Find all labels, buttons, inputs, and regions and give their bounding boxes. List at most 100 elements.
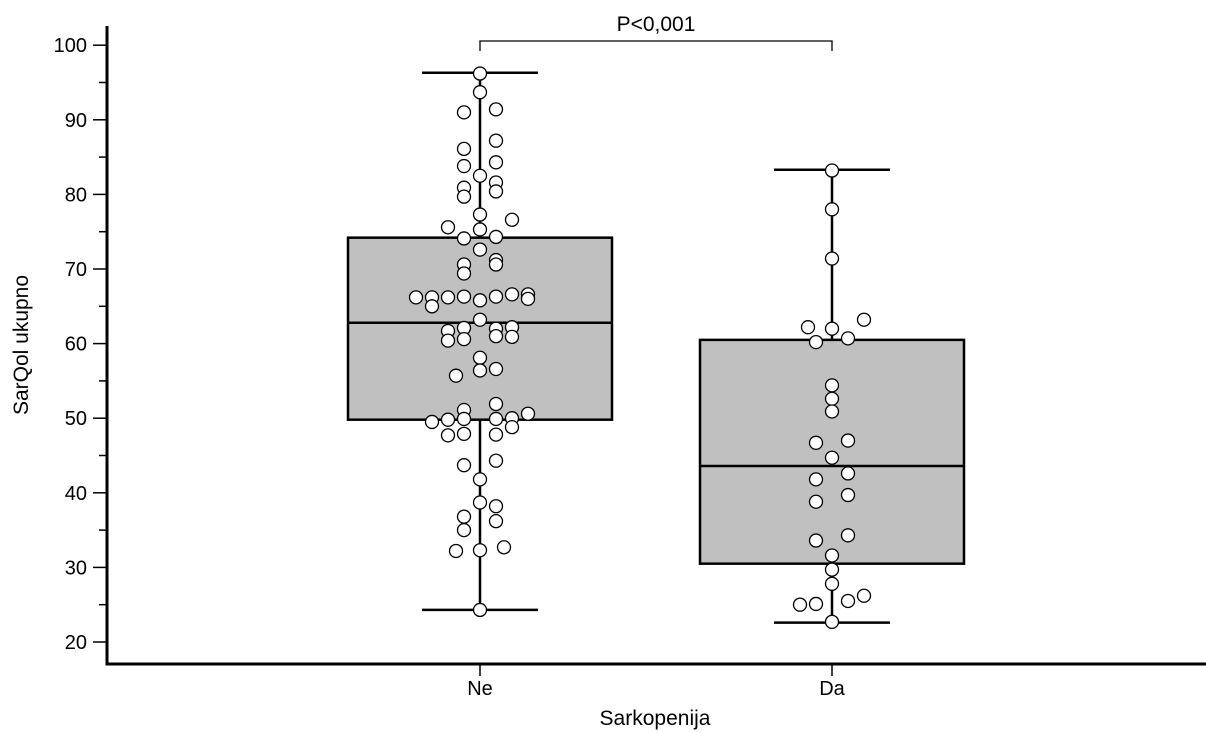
data-point-ne <box>440 428 456 443</box>
data-point-da <box>808 334 824 350</box>
data-point-da <box>840 433 856 448</box>
data-point-ne <box>496 540 512 555</box>
data-point-ne <box>472 543 488 558</box>
data-point-da <box>808 494 824 509</box>
data-point-ne <box>472 472 488 487</box>
data-point-da <box>856 588 872 603</box>
y-tick-label: 70 <box>65 259 87 281</box>
data-point-ne <box>448 543 464 559</box>
data-point-ne <box>472 350 488 365</box>
data-point-ne <box>488 155 504 170</box>
data-point-da <box>808 435 824 450</box>
data-point-ne <box>456 426 472 442</box>
data-point-ne <box>488 133 504 148</box>
y-tick-label: 40 <box>65 483 87 505</box>
data-point-ne <box>488 513 504 529</box>
data-point-da <box>840 331 856 346</box>
data-point-ne <box>456 231 472 246</box>
data-point-da <box>808 596 824 612</box>
data-point-ne <box>472 363 488 378</box>
data-point-ne <box>424 414 440 430</box>
data-point-ne <box>456 289 472 304</box>
data-point-ne <box>456 411 472 427</box>
data-point-ne <box>488 102 504 117</box>
significance-annotation: P<0,001 <box>479 13 833 51</box>
data-point-da <box>824 562 840 577</box>
data-point-da <box>840 528 856 543</box>
data-point-ne <box>472 495 488 510</box>
data-point-ne <box>456 266 472 281</box>
data-point-ne <box>472 602 488 618</box>
data-point-ne <box>456 158 472 174</box>
data-point-da <box>824 548 840 563</box>
data-point-da <box>840 593 856 609</box>
data-point-ne <box>472 168 488 183</box>
data-point-da <box>824 614 840 630</box>
data-point-ne <box>472 222 488 237</box>
boxes <box>346 71 966 624</box>
data-point-da <box>808 472 824 487</box>
data-point-da <box>824 404 840 419</box>
data-point-ne <box>488 427 504 442</box>
data-point-da <box>824 576 840 591</box>
data-point-da <box>792 597 808 612</box>
data-point-ne <box>456 189 472 204</box>
data-point-ne <box>488 361 504 377</box>
data-point-ne <box>424 299 440 314</box>
data-point-ne <box>440 333 456 348</box>
data-point-da <box>824 450 840 465</box>
data-point-ne <box>472 312 488 327</box>
y-tick-label: 80 <box>65 184 87 206</box>
data-point-da <box>840 487 856 503</box>
y-tick-label: 30 <box>65 557 87 579</box>
data-point-da <box>840 466 856 481</box>
data-point-ne <box>456 509 472 524</box>
data-point-ne <box>472 66 488 81</box>
data-point-ne <box>488 184 504 199</box>
y-tick-label: 50 <box>65 408 87 430</box>
x-axis-title: Sarkopenija <box>600 707 711 730</box>
data-point-ne <box>488 396 504 412</box>
data-point-da <box>824 321 840 336</box>
data-point-da <box>808 533 824 548</box>
data-point-ne <box>472 207 488 222</box>
data-point-ne <box>472 242 488 257</box>
y-tick-label: 100 <box>54 35 87 57</box>
data-point-ne <box>520 406 536 421</box>
p-value-label: P<0,001 <box>617 13 696 36</box>
data-point-ne <box>488 229 504 245</box>
data-point-da <box>856 312 872 327</box>
data-point-ne <box>520 291 536 306</box>
y-tick-label: 90 <box>65 110 87 132</box>
axes: 20 30 40 50 60 70 80 90 100 Ne Da <box>54 26 1206 700</box>
data-point-ne <box>440 220 456 235</box>
data-point-ne <box>408 290 424 305</box>
y-tick-label: 20 <box>65 632 87 654</box>
data-point-ne <box>488 453 504 468</box>
data-point-ne <box>456 331 472 347</box>
data-point-da <box>824 391 840 406</box>
data-point-ne <box>456 141 472 157</box>
data-point-ne <box>456 105 472 120</box>
data-point-ne <box>440 290 456 305</box>
data-point-da <box>824 378 840 393</box>
significance-bracket <box>479 40 833 51</box>
y-tick-label: 60 <box>65 334 87 356</box>
data-point-ne <box>440 412 456 427</box>
data-point-ne <box>504 420 520 435</box>
data-point-ne <box>456 522 472 538</box>
data-point-ne <box>488 411 504 427</box>
x-tick-label-da: Da <box>819 678 845 700</box>
data-point-ne <box>488 499 504 514</box>
data-point-da <box>824 202 840 217</box>
x-tick-label-ne: Ne <box>467 678 493 700</box>
data-point-ne <box>448 368 464 383</box>
y-axis-title: SarQol ukupno <box>10 275 33 415</box>
data-point-ne <box>504 287 520 302</box>
data-point-da <box>800 320 816 335</box>
data-point-ne <box>504 212 520 227</box>
data-point-da <box>824 251 840 266</box>
data-point-ne <box>472 85 488 100</box>
data-point-ne <box>488 289 504 304</box>
